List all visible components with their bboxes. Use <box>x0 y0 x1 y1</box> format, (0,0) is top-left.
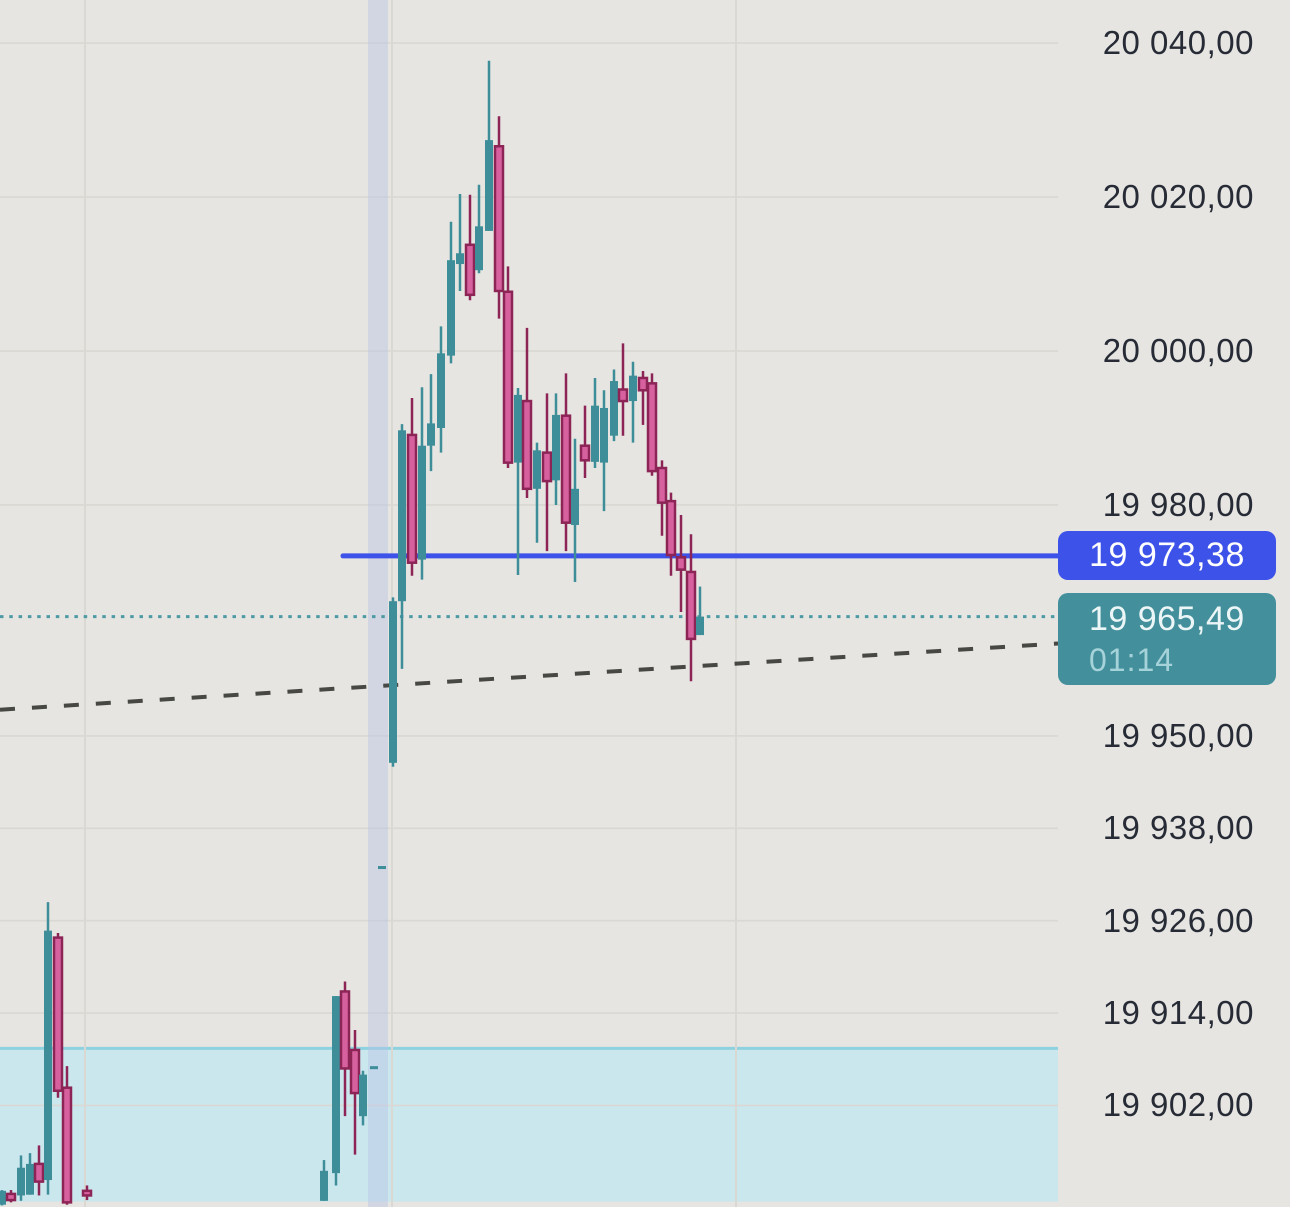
candle-up <box>437 353 445 428</box>
price-tick-label: 19 950,00 <box>1102 716 1254 754</box>
candle-down <box>493 145 505 293</box>
price-tick-label: 20 020,00 <box>1102 178 1254 216</box>
candle-up <box>332 996 340 1174</box>
trendline-dashed[interactable] <box>0 641 1059 712</box>
candle-up <box>571 488 579 525</box>
candle-down <box>617 388 629 403</box>
candle-up <box>475 226 483 271</box>
candle-up <box>514 394 522 463</box>
grid-layer <box>0 0 1058 1207</box>
zone-layer <box>0 1046 1058 1202</box>
candle-up <box>427 423 435 446</box>
candle-up <box>359 1074 367 1117</box>
candle-up <box>485 140 493 231</box>
candle-up <box>629 375 637 402</box>
last-price-countdown: 01:14 <box>1089 642 1175 679</box>
candle-up <box>398 430 406 602</box>
price-tick-label: 19 938,00 <box>1102 809 1254 847</box>
candle-down <box>579 444 591 462</box>
session-break-band <box>368 0 388 1207</box>
candle-up <box>591 405 599 462</box>
candle-down <box>541 451 553 483</box>
last-price-text: 19 965,49 <box>1089 600 1245 639</box>
candle-up <box>389 601 397 763</box>
candle-up <box>0 1190 6 1205</box>
candle-up <box>600 407 608 463</box>
price-tick-label: 20 040,00 <box>1102 24 1254 62</box>
price-tick-label: 19 980,00 <box>1102 485 1254 523</box>
candle-down <box>464 243 476 297</box>
candle-down <box>646 382 658 473</box>
candle-up <box>320 1170 328 1201</box>
candle-down <box>339 990 351 1070</box>
candle-down <box>81 1189 93 1197</box>
last-price-label: 19 965,49 01:14 <box>1058 593 1276 686</box>
highlight-zone <box>0 1048 1058 1202</box>
candle-down <box>560 414 572 524</box>
candle-down <box>521 399 533 491</box>
candle-down <box>5 1192 17 1202</box>
price-tick-label: 19 902,00 <box>1102 1086 1254 1124</box>
candle-down <box>656 466 668 504</box>
overlay-lines-layer <box>0 553 1065 712</box>
order-price-label[interactable]: 19 973,38 <box>1058 531 1276 581</box>
price-tick-label: 19 914,00 <box>1102 994 1254 1032</box>
candle-down <box>665 499 677 557</box>
candle-down <box>33 1162 45 1183</box>
candle-doji <box>378 866 386 870</box>
candle-doji <box>370 1066 378 1070</box>
candle-down <box>675 556 687 571</box>
price-tick-label: 20 000,00 <box>1102 332 1254 369</box>
candle-down <box>406 433 418 564</box>
candle-down <box>52 936 64 1093</box>
candle-up <box>447 260 455 356</box>
candle-down <box>637 376 649 392</box>
order-price-text: 19 973,38 <box>1089 536 1245 575</box>
session-break-band-layer <box>368 0 388 1207</box>
candle-down <box>349 1048 361 1095</box>
candle-up <box>44 930 52 1181</box>
candle-up <box>533 450 541 489</box>
candle-up <box>418 445 426 560</box>
price-axis[interactable]: 19 973,38 19 965,49 01:14 20 040,00 20 02… <box>1058 0 1290 1207</box>
candle-up <box>552 414 560 481</box>
candle-up <box>26 1163 34 1195</box>
candles-layer <box>0 60 704 1206</box>
candle-down <box>685 570 697 641</box>
candle-up <box>456 253 464 265</box>
candle-up <box>610 381 618 436</box>
candle-down <box>502 290 514 464</box>
price-tick-label: 19 926,00 <box>1102 901 1254 939</box>
candle-up <box>17 1167 25 1196</box>
candle-up <box>696 616 704 636</box>
candle-down <box>61 1086 73 1204</box>
